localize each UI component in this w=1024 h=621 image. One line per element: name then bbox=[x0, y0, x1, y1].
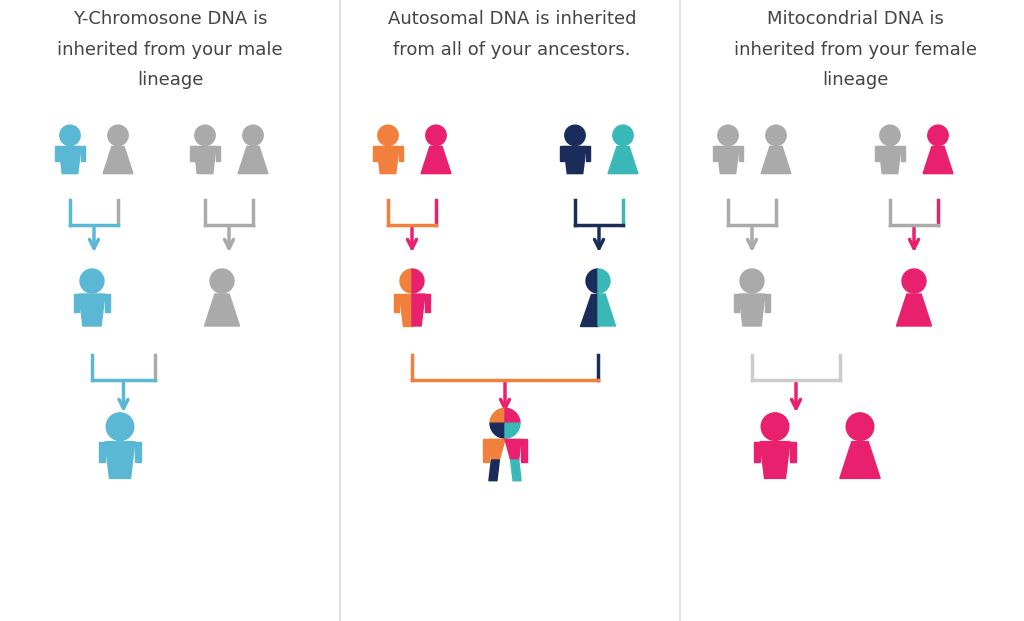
Wedge shape bbox=[586, 269, 598, 293]
Polygon shape bbox=[105, 294, 110, 312]
Polygon shape bbox=[483, 439, 488, 462]
Polygon shape bbox=[901, 147, 905, 161]
Circle shape bbox=[80, 269, 104, 293]
Polygon shape bbox=[739, 294, 765, 326]
Circle shape bbox=[106, 413, 134, 440]
Polygon shape bbox=[739, 147, 743, 161]
Polygon shape bbox=[488, 439, 505, 460]
Polygon shape bbox=[216, 147, 220, 161]
Circle shape bbox=[718, 125, 738, 145]
Circle shape bbox=[761, 413, 788, 440]
Polygon shape bbox=[488, 460, 500, 481]
Polygon shape bbox=[717, 147, 739, 174]
Text: Mitocondrial DNA is
inherited from your female
lineage: Mitocondrial DNA is inherited from your … bbox=[733, 10, 977, 89]
Polygon shape bbox=[896, 294, 932, 326]
Polygon shape bbox=[421, 147, 451, 174]
Polygon shape bbox=[399, 147, 403, 161]
Polygon shape bbox=[734, 294, 739, 312]
Circle shape bbox=[740, 269, 764, 293]
Polygon shape bbox=[74, 294, 79, 312]
Polygon shape bbox=[103, 147, 133, 174]
Polygon shape bbox=[713, 147, 717, 161]
Circle shape bbox=[378, 125, 398, 145]
Polygon shape bbox=[194, 147, 216, 174]
Polygon shape bbox=[608, 147, 638, 174]
Wedge shape bbox=[490, 423, 505, 438]
Polygon shape bbox=[879, 147, 901, 174]
Polygon shape bbox=[564, 147, 586, 174]
Circle shape bbox=[902, 269, 926, 293]
Polygon shape bbox=[412, 294, 425, 326]
Polygon shape bbox=[239, 147, 268, 174]
Wedge shape bbox=[505, 408, 520, 423]
Polygon shape bbox=[135, 442, 140, 462]
Polygon shape bbox=[399, 294, 412, 326]
Polygon shape bbox=[205, 294, 240, 326]
Polygon shape bbox=[505, 439, 521, 460]
Polygon shape bbox=[81, 147, 85, 161]
Polygon shape bbox=[874, 147, 879, 161]
Circle shape bbox=[766, 125, 786, 145]
Polygon shape bbox=[765, 294, 770, 312]
Circle shape bbox=[880, 125, 900, 145]
Wedge shape bbox=[490, 408, 505, 423]
Polygon shape bbox=[755, 442, 760, 462]
Wedge shape bbox=[598, 269, 610, 293]
Polygon shape bbox=[560, 147, 564, 161]
Polygon shape bbox=[394, 294, 399, 312]
Circle shape bbox=[426, 125, 446, 145]
Wedge shape bbox=[412, 269, 424, 293]
Circle shape bbox=[59, 125, 80, 145]
Circle shape bbox=[928, 125, 948, 145]
Polygon shape bbox=[79, 294, 105, 326]
Polygon shape bbox=[581, 294, 598, 326]
Polygon shape bbox=[790, 442, 796, 462]
Polygon shape bbox=[59, 147, 81, 174]
Circle shape bbox=[195, 125, 215, 145]
Polygon shape bbox=[99, 442, 105, 462]
Circle shape bbox=[565, 125, 585, 145]
Polygon shape bbox=[373, 147, 377, 161]
Polygon shape bbox=[761, 147, 791, 174]
Wedge shape bbox=[505, 423, 520, 438]
Wedge shape bbox=[400, 269, 412, 293]
Polygon shape bbox=[923, 147, 953, 174]
Circle shape bbox=[210, 269, 234, 293]
Polygon shape bbox=[598, 294, 615, 326]
Text: Autosomal DNA is inherited
from all of your ancestors.: Autosomal DNA is inherited from all of y… bbox=[388, 10, 636, 58]
Circle shape bbox=[243, 125, 263, 145]
Polygon shape bbox=[377, 147, 399, 174]
Polygon shape bbox=[521, 439, 527, 462]
Circle shape bbox=[108, 125, 128, 145]
Polygon shape bbox=[105, 442, 135, 478]
Polygon shape bbox=[54, 147, 59, 161]
Polygon shape bbox=[840, 442, 881, 478]
Polygon shape bbox=[511, 460, 521, 481]
Polygon shape bbox=[189, 147, 194, 161]
Circle shape bbox=[846, 413, 873, 440]
Polygon shape bbox=[425, 294, 430, 312]
Circle shape bbox=[612, 125, 633, 145]
Polygon shape bbox=[760, 442, 790, 478]
Text: Y-Chromosone DNA is
inherited from your male
lineage: Y-Chromosone DNA is inherited from your … bbox=[57, 10, 283, 89]
Polygon shape bbox=[586, 147, 590, 161]
